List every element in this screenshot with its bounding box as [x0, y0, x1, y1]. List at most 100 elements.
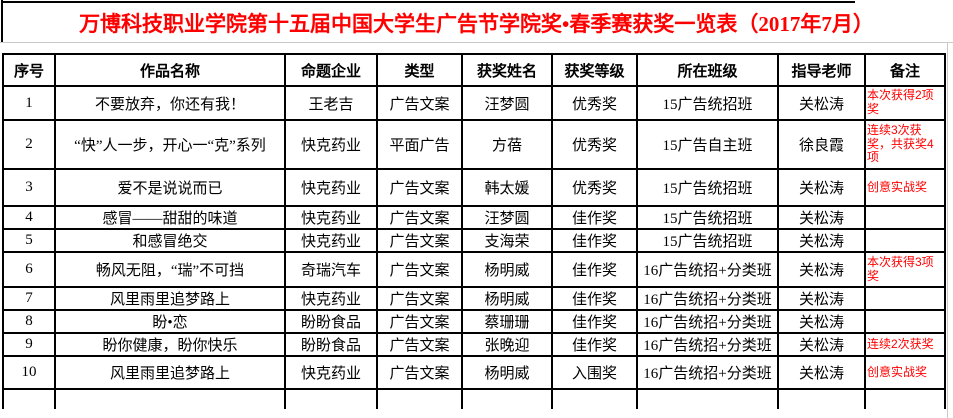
cell-teacher: 徐良霞 [777, 119, 866, 170]
cell-company: 奇瑞汽车 [284, 251, 378, 288]
cell-winner: 杨明威 [461, 251, 553, 288]
cell-winner: 蔡珊珊 [461, 309, 553, 334]
cell-teacher: 关松涛 [777, 309, 866, 334]
table-row: 8 盼•恋 盼盼食品 广告文案 蔡珊珊 佳作奖 16广告统招+分类班 关松涛 [2, 309, 946, 334]
cell-no: 4 [2, 205, 56, 230]
cell-winner: 张晚迎 [461, 332, 553, 357]
table-row: 1 不要放弃，你还有我！ 王老吉 广告文案 汪梦圆 优秀奖 15广告统招班 关松涛 本次获得2项… [2, 85, 946, 121]
cell-winner: 汪梦圆 [461, 205, 553, 230]
cell-work: 不要放弃，你还有我！ [54, 85, 286, 121]
table-row: 2 “快”人一步，开心一“克”系列 快克药业 平面广告 方蓓 优秀奖 15广告自主班 徐良霞连… [2, 119, 946, 170]
cell-no: 9 [2, 332, 56, 357]
table-row: 7 风里雨里追梦路上 快克药业 广告文案 杨明威 佳作奖 16广告统招+分类班 关松涛 [2, 286, 946, 311]
header-cell-work: 作品名称 [54, 53, 286, 87]
cell-no: 8 [2, 309, 56, 334]
cell-type: 广告文案 [376, 309, 463, 334]
cell-no: 1 [2, 85, 56, 121]
cell-type: 广告文案 [376, 168, 463, 207]
cell-type: 广告文案 [376, 205, 463, 230]
cell-class: 15广告统招班 [636, 85, 779, 121]
cell-winner: 方蓓 [461, 119, 553, 170]
cell-type: 广告文案 [376, 332, 463, 357]
cell-company: 快克药业 [284, 168, 378, 207]
partial-next-row [2, 388, 946, 409]
cell-remark: 创意实战奖 [864, 168, 946, 207]
cell-work: 风里雨里追梦路上 [54, 286, 286, 311]
sheet-top-border-line [1, 1, 855, 3]
cell-winner: 韩太媛 [461, 168, 553, 207]
cell-type: 平面广告 [376, 119, 463, 170]
cell-class: 15广告统招班 [636, 228, 779, 253]
empty-cell [551, 388, 638, 409]
cell-winner: 杨明威 [461, 286, 553, 311]
cell-company: 王老吉 [284, 85, 378, 121]
cell-remark [864, 309, 946, 334]
sheet-gridline-horizontal [0, 42, 953, 43]
empty-cell [54, 388, 286, 409]
cell-remark: 连续2次获奖 [864, 332, 946, 357]
cell-class: 16广告统招+分类班 [636, 286, 779, 311]
cell-company: 快克药业 [284, 205, 378, 230]
header-cell-class: 所在班级 [636, 53, 779, 87]
header-cell-no: 序号 [2, 53, 56, 87]
cell-company: 快克药业 [284, 286, 378, 311]
cell-work: 盼你健康，盼你快乐 [54, 332, 286, 357]
cell-remark: 本次获得3项奖 [864, 251, 946, 288]
empty-cell [284, 388, 378, 409]
cell-award: 佳作奖 [551, 228, 638, 253]
cell-remark: 创意实战奖 [864, 355, 946, 390]
cell-work: 盼•恋 [54, 309, 286, 334]
cell-class: 16广告统招+分类班 [636, 309, 779, 334]
cell-company: 快克药业 [284, 228, 378, 253]
header-cell-teacher: 指导老师 [777, 53, 866, 87]
cell-type: 广告文案 [376, 355, 463, 390]
cell-teacher: 关松涛 [777, 251, 866, 288]
table-row: 6 畅风无阻，“瑞”不可挡 奇瑞汽车 广告文案 杨明威 佳作奖 16广告统招+分类班 关松涛本… [2, 251, 946, 288]
cell-work: 感冒——甜甜的味道 [54, 205, 286, 230]
cell-class: 16广告统招+分类班 [636, 251, 779, 288]
cell-teacher: 关松涛 [777, 168, 866, 207]
cell-remark [864, 286, 946, 311]
cell-teacher: 关松涛 [777, 85, 866, 121]
cell-company: 盼盼食品 [284, 332, 378, 357]
table-row: 4 感冒——甜甜的味道 快克药业 广告文案 汪梦圆 佳作奖 15广告统招班 关松涛 [2, 205, 946, 230]
cell-award: 优秀奖 [551, 168, 638, 207]
cell-teacher: 关松涛 [777, 205, 866, 230]
header-cell-winner: 获奖姓名 [461, 53, 553, 87]
awards-table: 序号 作品名称 命题企业 类型 获奖姓名 获奖等级 所在班级 指导老师 备注 1… [2, 53, 946, 409]
cell-class: 16广告统招+分类班 [636, 355, 779, 390]
cell-type: 广告文案 [376, 85, 463, 121]
cell-type: 广告文案 [376, 228, 463, 253]
cell-class: 16广告统招+分类班 [636, 332, 779, 357]
cell-work: 风里雨里追梦路上 [54, 355, 286, 390]
table-body: 1 不要放弃，你还有我！ 王老吉 广告文案 汪梦圆 优秀奖 15广告统招班 关松涛 本次获得2项… [2, 85, 946, 409]
cell-award: 佳作奖 [551, 332, 638, 357]
cell-winner: 支海荣 [461, 228, 553, 253]
empty-cell [2, 388, 56, 409]
empty-cell [864, 388, 946, 409]
cell-no: 6 [2, 251, 56, 288]
cell-company: 快克药业 [284, 119, 378, 170]
sheet-left-border-line [1, 0, 3, 42]
cell-remark: 本次获得2项奖 [864, 85, 946, 121]
cell-work: 和感冒绝交 [54, 228, 286, 253]
cell-award: 优秀奖 [551, 85, 638, 121]
cell-winner: 杨明威 [461, 355, 553, 390]
table-row: 5 和感冒绝交 快克药业 广告文案 支海荣 佳作奖 15广告统招班 关松涛 [2, 228, 946, 253]
table-row: 9 盼你健康，盼你快乐 盼盼食品 广告文案 张晚迎 佳作奖 16广告统招+分类班 关松涛 连续2… [2, 332, 946, 357]
cell-award: 佳作奖 [551, 309, 638, 334]
cell-award: 入围奖 [551, 355, 638, 390]
table-row: 3 爱不是说说而已 快克药业 广告文案 韩太媛 优秀奖 15广告统招班 关松涛 创意实战奖 [2, 168, 946, 207]
empty-cell [777, 388, 866, 409]
cell-no: 7 [2, 286, 56, 311]
header-cell-type: 类型 [376, 53, 463, 87]
cell-teacher: 关松涛 [777, 228, 866, 253]
header-cell-remark: 备注 [864, 53, 946, 87]
empty-cell [461, 388, 553, 409]
cell-award: 佳作奖 [551, 205, 638, 230]
cell-company: 盼盼食品 [284, 309, 378, 334]
sheet-gridline-vertical [947, 42, 948, 418]
cell-award: 优秀奖 [551, 119, 638, 170]
cell-teacher: 关松涛 [777, 286, 866, 311]
cell-award: 佳作奖 [551, 286, 638, 311]
